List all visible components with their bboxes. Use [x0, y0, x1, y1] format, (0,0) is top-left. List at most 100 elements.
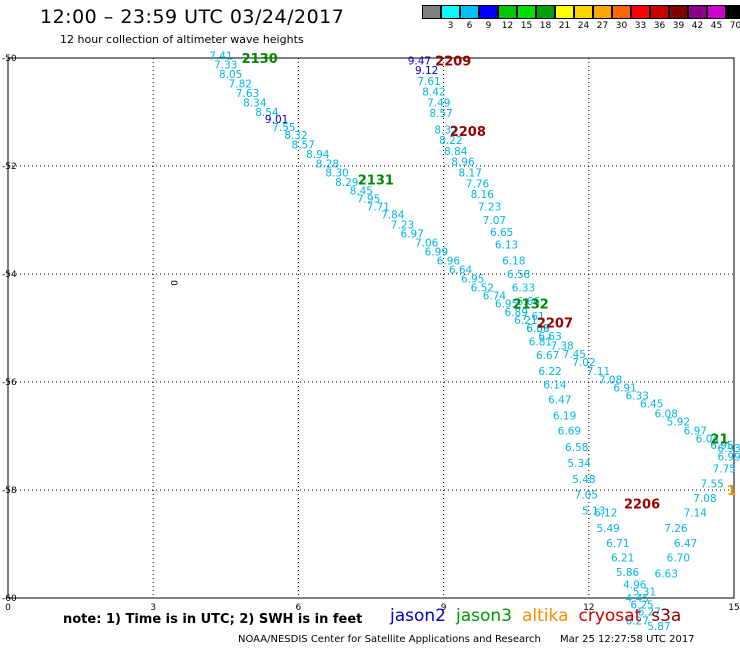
satellite-s3a: s3a: [651, 606, 682, 626]
legend-item: 70: [725, 5, 740, 32]
legend-item: 27: [592, 5, 612, 32]
data-label: 6.93: [717, 443, 740, 455]
legend-label: 39: [672, 21, 685, 31]
legend-swatch: [706, 5, 726, 19]
legend-swatch: [535, 5, 555, 19]
data-label: 5.31: [633, 587, 656, 599]
data-label: 8.54: [255, 107, 279, 119]
data-label: 6.18: [502, 256, 525, 268]
data-label: 6.95: [461, 273, 484, 285]
data-label: 7.55: [272, 122, 295, 134]
data-label: 6.74: [483, 291, 507, 303]
legend-label: 24: [577, 21, 590, 31]
data-label: 6.47: [674, 538, 697, 550]
legend-label: 3: [447, 21, 454, 31]
footer-source: NOAA/NESDIS Center for Satellite Applica…: [238, 634, 541, 645]
legend-label: 6: [466, 21, 473, 31]
y-tick-label: -58: [2, 486, 17, 496]
y-tick-label: -52: [2, 162, 17, 172]
data-label: 6.47: [548, 394, 571, 406]
data-label: 6.63: [655, 569, 678, 581]
data-label: 6.99: [717, 452, 740, 464]
data-label: 6.19: [553, 410, 576, 422]
data-label: 8.57: [292, 139, 315, 151]
data-label: 7.08: [599, 374, 622, 386]
data-label: 6.95: [710, 440, 733, 452]
data-label: 7.95: [357, 193, 380, 205]
legend-label: 18: [539, 21, 552, 31]
x-tick-label: 12: [583, 603, 594, 613]
legend-swatch: [649, 5, 669, 19]
legend-item: 6: [459, 5, 479, 32]
page-subtitle: 12 hour collection of altimeter wave hei…: [60, 33, 304, 46]
data-label: 7.14: [684, 508, 708, 520]
data-label: 9.01: [265, 114, 288, 126]
data-label: 6.96: [437, 256, 461, 268]
satellite-altika: altika: [522, 606, 569, 626]
note-text: note: 1) Time is in UTC; 2) SWH is in fe…: [63, 612, 363, 627]
data-label: 6.33: [626, 391, 649, 403]
data-label: 6.25: [630, 599, 653, 611]
satellite-legend: jason2 jason3 altika cryosat s3a: [390, 606, 691, 626]
data-label: 8.45: [350, 185, 373, 197]
data-label: 6.69: [558, 426, 581, 438]
x-tick-label: 15: [728, 603, 739, 613]
data-label: 6.97: [684, 426, 707, 438]
data-label: 7.55: [701, 479, 724, 491]
data-label: 7.11: [587, 366, 610, 378]
data-label: 7.02: [572, 357, 595, 369]
legend-item: 42: [687, 5, 707, 32]
legend-item: 33: [630, 5, 650, 32]
data-label: 6.66: [517, 296, 541, 308]
data-label: 7.61: [417, 76, 440, 88]
data-label: 6.13: [495, 239, 518, 251]
x-tick-label: 3: [150, 603, 156, 613]
data-label: 8.34: [243, 97, 267, 109]
legend-item: 3: [440, 5, 460, 32]
legend-swatch: [725, 5, 740, 19]
legend-item: 9: [478, 5, 498, 32]
data-label: 5.87: [647, 621, 670, 633]
data-label: 6.08: [655, 408, 678, 420]
data-label: 8.32: [434, 124, 457, 136]
data-label: 6.95: [495, 299, 518, 311]
track-label: 2206: [624, 498, 660, 513]
data-label: 6.33: [512, 283, 535, 295]
data-label: 8.05: [219, 69, 242, 81]
data-label: 7.08: [693, 493, 716, 505]
satellite-jason3: jason3: [456, 606, 512, 626]
data-label: 7.05: [575, 489, 598, 501]
data-label: 6.27: [626, 616, 649, 628]
data-label: 6.22: [538, 366, 561, 378]
y-tick-label: -50: [2, 54, 17, 64]
legend-swatch: [592, 5, 612, 19]
data-label: 8.57: [429, 108, 452, 120]
data-label: 6.12: [594, 508, 617, 520]
data-label: 6.21: [611, 553, 634, 565]
track-label: 21: [710, 433, 728, 448]
data-label: 8.30: [325, 167, 348, 179]
legend-label: 42: [691, 21, 704, 31]
track-label: 2208: [450, 125, 486, 140]
data-label: 8.96: [451, 157, 475, 169]
data-label: 6.97: [400, 229, 423, 241]
track-label: 2130: [242, 52, 278, 67]
legend-item: 18: [535, 5, 555, 32]
data-label: 8.16: [471, 189, 495, 201]
legend-swatch: [554, 5, 574, 19]
contour-label: 0: [168, 280, 178, 286]
data-label: 6.81: [529, 337, 552, 349]
legend-swatch: [459, 5, 479, 19]
legend-swatch: [440, 5, 460, 19]
legend-label: 21: [558, 21, 571, 31]
data-label: 6.99: [425, 246, 448, 258]
data-label: 6.21: [514, 315, 537, 327]
legend-item: 21: [554, 5, 574, 32]
data-label: 6.52: [471, 283, 494, 295]
data-label: 9.47: [408, 56, 431, 68]
data-label: 6.64: [449, 265, 473, 277]
data-label: 7.26: [664, 523, 688, 535]
data-label: 6.63: [538, 331, 561, 343]
footer-timestamp: Mar 25 12:27:58 UTC 2017: [560, 634, 695, 645]
